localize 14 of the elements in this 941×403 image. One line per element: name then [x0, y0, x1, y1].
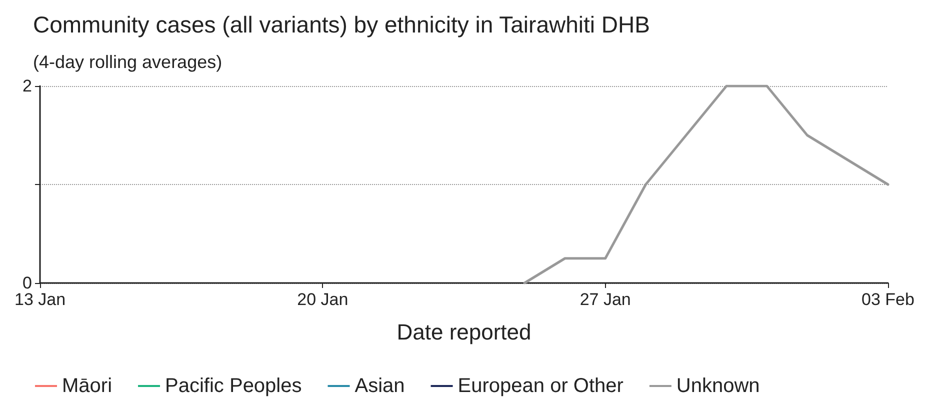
x-tick-label: 03 Feb: [862, 290, 914, 309]
legend-label: European or Other: [458, 375, 624, 397]
chart-subtitle: (4-day rolling averages): [33, 52, 222, 72]
legend-label: Māori: [62, 375, 112, 397]
y-tick-label: 2: [22, 76, 32, 96]
x-tick-label: 27 Jan: [580, 290, 631, 309]
x-tick-label: 13 Jan: [14, 290, 66, 309]
legend-label: Asian: [354, 375, 405, 397]
x-axis-title: Date reported: [396, 320, 532, 344]
y-tick-label: 0: [22, 274, 32, 292]
x-tick-label: 20 Jan: [297, 290, 348, 309]
legend-label: Unknown: [676, 375, 760, 397]
legend-label: Pacific Peoples: [165, 375, 302, 397]
chart-title: Community cases (all variants) by ethnicity in Tairawhiti DHB: [33, 12, 650, 38]
